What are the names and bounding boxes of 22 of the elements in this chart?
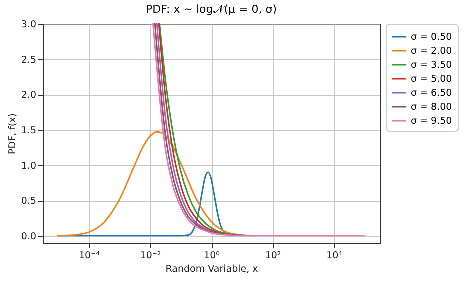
legend-label: σ = 8.00: [411, 102, 452, 113]
y-tick-label: 2.5: [21, 54, 36, 66]
x-tick-label: 10⁻²: [140, 250, 162, 262]
y-tick-label: 0.5: [21, 196, 36, 208]
y-tick-label: 2.0: [21, 90, 36, 102]
y-axis-title: PDF, f(x): [7, 114, 18, 154]
y-tick-label: 0.0: [21, 231, 36, 242]
x-tick-label: 10⁻⁴: [78, 250, 100, 262]
x-tick-label: 10⁴: [326, 250, 343, 262]
legend-label: σ = 2.00: [411, 46, 452, 57]
legend-label: σ = 0.50: [411, 32, 452, 43]
legend-label: σ = 9.50: [411, 116, 452, 127]
x-axis-title: Random Variable, x: [166, 264, 259, 275]
y-tick-label: 1.0: [21, 160, 36, 172]
x-tick-label: 10⁰: [204, 250, 220, 262]
legend-label: σ = 5.00: [411, 74, 452, 85]
chart-title: PDF: x ∼ log𝒩(μ = 0, σ): [146, 3, 278, 16]
legend-label: σ = 3.50: [411, 60, 452, 71]
y-tick-label: 1.5: [21, 125, 36, 136]
y-tick-label: 3.0: [21, 20, 36, 30]
legend-label: σ = 6.50: [411, 88, 452, 99]
x-tick-label: 10²: [265, 250, 282, 262]
